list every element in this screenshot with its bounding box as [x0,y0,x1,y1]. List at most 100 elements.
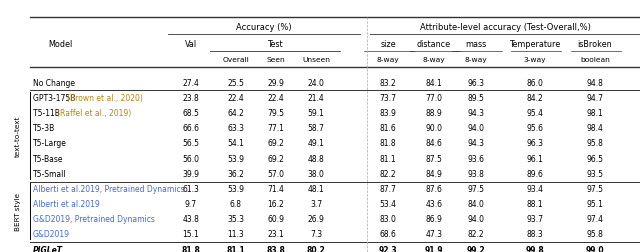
Text: 64.2: 64.2 [228,108,244,117]
Text: GPT3-175B: GPT3-175B [33,93,77,102]
Text: 97.5: 97.5 [586,184,604,193]
Text: 27.4: 27.4 [182,78,200,87]
Text: 94.3: 94.3 [467,108,484,117]
Text: 49.1: 49.1 [308,139,324,148]
Text: 84.2: 84.2 [527,93,543,102]
Text: 87.6: 87.6 [426,184,442,193]
Text: 25.5: 25.5 [228,78,244,87]
Text: 95.1: 95.1 [587,199,604,208]
Text: 66.6: 66.6 [182,124,200,133]
Text: Test: Test [267,39,283,48]
Text: 95.8: 95.8 [587,230,604,239]
Text: 83.8: 83.8 [267,245,285,252]
Text: 89.5: 89.5 [468,93,484,102]
Text: Overall: Overall [223,57,250,63]
Text: 8-way: 8-way [465,57,488,63]
Text: Val: Val [185,39,197,48]
Text: 86.9: 86.9 [426,214,442,224]
Text: Model: Model [48,39,72,48]
Text: 87.7: 87.7 [380,184,396,193]
Text: 79.5: 79.5 [268,108,285,117]
Text: T5-Large: T5-Large [33,139,67,148]
Text: 43.6: 43.6 [426,199,442,208]
Text: 94.8: 94.8 [587,78,604,87]
Text: 7.3: 7.3 [310,230,322,239]
Text: 88.3: 88.3 [527,230,543,239]
Text: size: size [380,39,396,48]
Text: mass: mass [465,39,486,48]
Text: 39.9: 39.9 [182,169,200,178]
Text: 53.9: 53.9 [227,154,244,163]
Text: 69.2: 69.2 [268,154,284,163]
Text: 23.1: 23.1 [268,230,284,239]
Text: 69.2: 69.2 [268,139,284,148]
Text: 81.8: 81.8 [182,245,200,252]
Text: T5-3B: T5-3B [33,124,55,133]
Text: (Raffel et al., 2019): (Raffel et al., 2019) [57,108,131,117]
Text: 77.1: 77.1 [268,124,284,133]
Text: T5-Small: T5-Small [33,169,67,178]
Text: 16.2: 16.2 [268,199,284,208]
Text: 93.4: 93.4 [527,184,543,193]
Text: Seen: Seen [267,57,285,63]
Text: 68.5: 68.5 [182,108,200,117]
Text: 84.6: 84.6 [426,139,442,148]
Text: 6.8: 6.8 [230,199,242,208]
Text: 93.6: 93.6 [467,154,484,163]
Text: 82.2: 82.2 [468,230,484,239]
Text: 94.0: 94.0 [467,214,484,224]
Text: 92.3: 92.3 [379,245,397,252]
Text: 73.7: 73.7 [380,93,397,102]
Text: 99.0: 99.0 [586,245,604,252]
Text: T5-Base: T5-Base [33,154,63,163]
Text: 83.0: 83.0 [380,214,396,224]
Text: 86.0: 86.0 [527,78,543,87]
Text: 87.5: 87.5 [426,154,442,163]
Text: G&D2019: G&D2019 [33,230,70,239]
Text: 3-way: 3-way [524,57,547,63]
Text: boolean: boolean [580,57,610,63]
Text: 88.9: 88.9 [426,108,442,117]
Text: 53.9: 53.9 [227,184,244,193]
Text: 84.1: 84.1 [426,78,442,87]
Text: 84.9: 84.9 [426,169,442,178]
Text: 99.8: 99.8 [525,245,545,252]
Text: 53.4: 53.4 [380,199,397,208]
Text: 80.2: 80.2 [307,245,325,252]
Text: 29.9: 29.9 [268,78,284,87]
Text: 38.0: 38.0 [308,169,324,178]
Text: 8-way: 8-way [376,57,399,63]
Text: 68.6: 68.6 [380,230,396,239]
Text: 63.3: 63.3 [227,124,244,133]
Text: No Change: No Change [33,78,75,87]
Text: 83.9: 83.9 [380,108,396,117]
Text: Alberti et al.2019, Pretrained Dynamics: Alberti et al.2019, Pretrained Dynamics [33,184,184,193]
Text: Attribute-level accuracy (Test-Overall,%): Attribute-level accuracy (Test-Overall,%… [420,22,591,32]
Text: 58.7: 58.7 [308,124,324,133]
Text: 3.7: 3.7 [310,199,322,208]
Text: 56.5: 56.5 [182,139,200,148]
Text: 89.6: 89.6 [527,169,543,178]
Text: 48.8: 48.8 [308,154,324,163]
Text: PIGLeT: PIGLeT [33,245,63,252]
Text: 22.4: 22.4 [228,93,244,102]
Text: 71.4: 71.4 [268,184,284,193]
Text: 96.5: 96.5 [586,154,604,163]
Text: 82.2: 82.2 [380,169,396,178]
Text: 77.0: 77.0 [426,93,442,102]
Text: isBroken: isBroken [578,39,612,48]
Text: 24.0: 24.0 [308,78,324,87]
Text: 9.7: 9.7 [185,199,197,208]
Text: 97.4: 97.4 [586,214,604,224]
Text: 91.9: 91.9 [425,245,444,252]
Text: 96.3: 96.3 [467,78,484,87]
Text: text-to-text: text-to-text [15,115,21,156]
Text: 99.2: 99.2 [467,245,485,252]
Text: 93.5: 93.5 [586,169,604,178]
Text: 21.4: 21.4 [308,93,324,102]
Text: 8-way: 8-way [422,57,445,63]
Text: 93.8: 93.8 [468,169,484,178]
Text: 23.8: 23.8 [182,93,200,102]
Text: distance: distance [417,39,451,48]
Text: 35.3: 35.3 [227,214,244,224]
